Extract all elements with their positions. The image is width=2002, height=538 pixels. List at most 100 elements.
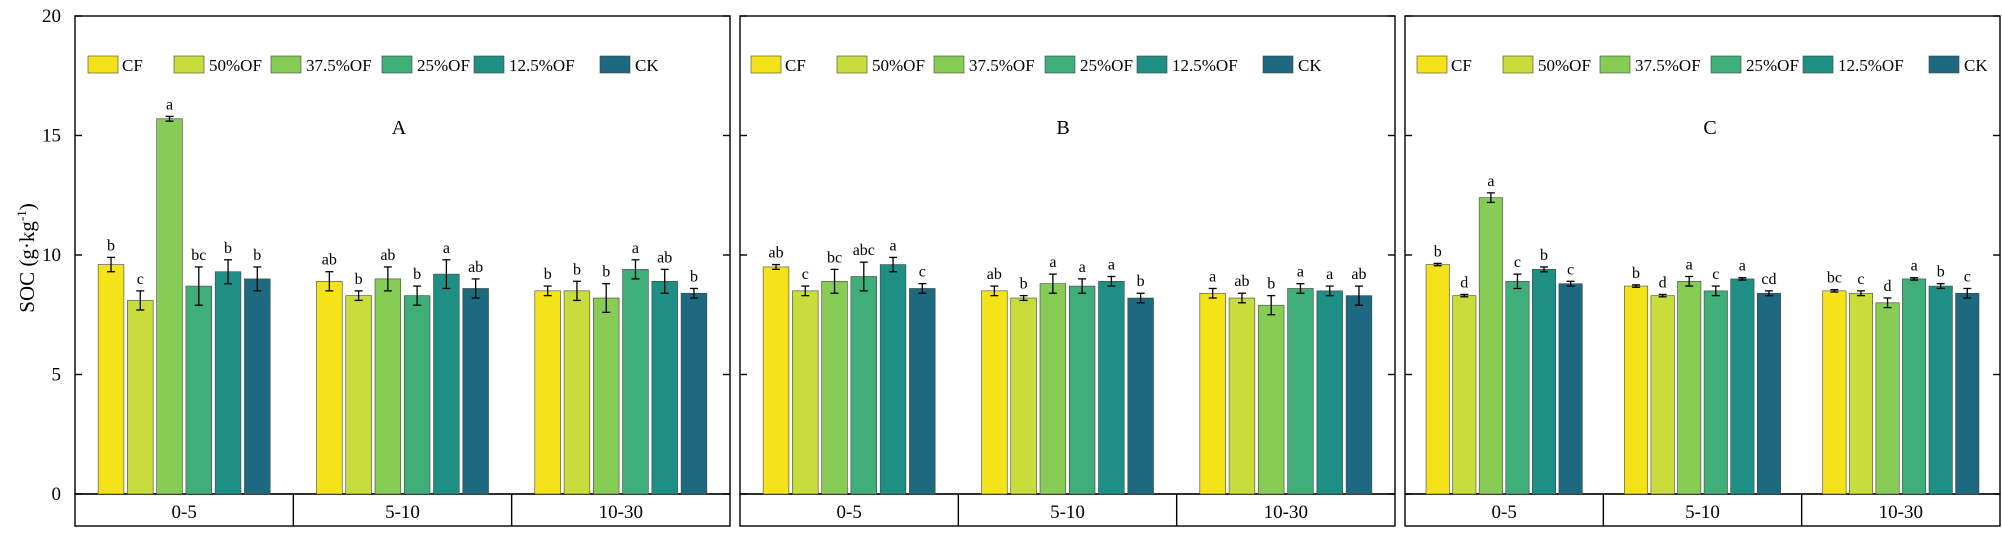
bar xyxy=(1478,197,1503,495)
significance-letter: b xyxy=(1540,247,1548,264)
bar xyxy=(1228,297,1256,495)
y-tick-label: 10 xyxy=(42,245,61,266)
legend-label: CK xyxy=(1298,56,1322,75)
category-strip xyxy=(739,493,1396,527)
y-tick-label: 0 xyxy=(52,484,62,505)
bar xyxy=(1345,295,1373,495)
legend-label: CK xyxy=(635,56,659,75)
bar xyxy=(821,280,848,495)
legend-swatch xyxy=(381,55,413,74)
y-tick-label: 15 xyxy=(42,126,61,147)
bar xyxy=(214,271,242,495)
significance-letter: a xyxy=(889,237,896,254)
significance-letter: b xyxy=(690,268,698,285)
significance-letter: d xyxy=(1659,274,1667,291)
significance-letter: b xyxy=(1137,273,1145,290)
significance-letter: c xyxy=(1567,261,1574,278)
bar xyxy=(1532,269,1557,495)
bar xyxy=(792,290,819,495)
x-tick-label: 10-30 xyxy=(1264,502,1308,523)
legend-label: 25%OF xyxy=(1746,56,1799,75)
bar xyxy=(1258,304,1285,495)
significance-letter: b xyxy=(413,266,421,283)
significance-letter: ab xyxy=(987,266,1002,283)
bar xyxy=(909,288,936,495)
x-tick-label: 0-5 xyxy=(837,502,862,523)
bar xyxy=(1316,290,1343,495)
bar xyxy=(1425,264,1450,495)
legend-label: 50%OF xyxy=(209,56,262,75)
significance-letter: abc xyxy=(853,242,875,259)
legend-label: CF xyxy=(785,56,806,75)
significance-letter: bc xyxy=(1827,270,1842,287)
legend-swatch xyxy=(1802,55,1834,74)
significance-letter: c xyxy=(137,271,144,288)
significance-letter: b xyxy=(602,264,610,281)
significance-letter: b xyxy=(544,266,552,283)
bar xyxy=(680,292,708,495)
panel-title: A xyxy=(392,117,407,139)
legend-swatch xyxy=(599,55,631,74)
bar xyxy=(622,269,649,495)
significance-letter: c xyxy=(1857,271,1864,288)
bar xyxy=(403,295,431,495)
bar xyxy=(762,266,790,495)
significance-letter: c xyxy=(802,266,809,283)
significance-letter: ab xyxy=(468,259,483,276)
significance-letter: a xyxy=(1297,264,1304,281)
legend-label: 12.5%OF xyxy=(1838,56,1904,75)
bar xyxy=(97,264,125,495)
panel-title: B xyxy=(1056,117,1069,139)
bar xyxy=(1039,283,1067,495)
bar xyxy=(850,276,877,495)
bar xyxy=(1098,280,1125,495)
significance-letter: cd xyxy=(1761,271,1776,288)
significance-letter: c xyxy=(1712,266,1719,283)
legend-swatch xyxy=(933,55,965,74)
significance-letter: bc xyxy=(827,249,842,266)
legend-label: 37.5%OF xyxy=(969,56,1035,75)
x-tick-label: 10-30 xyxy=(599,502,643,523)
bar xyxy=(651,280,678,495)
bar xyxy=(1875,302,1900,495)
significance-letter: c xyxy=(919,264,926,281)
bar xyxy=(1703,290,1728,495)
bar xyxy=(1199,292,1226,495)
y-tick-label: 20 xyxy=(42,6,61,27)
bar xyxy=(1902,278,1927,495)
legend-swatch xyxy=(1044,55,1076,74)
panel-title: C xyxy=(1703,117,1716,139)
bar xyxy=(1650,295,1675,495)
legend-swatch xyxy=(473,55,505,74)
legend-label: 12.5%OF xyxy=(1172,56,1238,75)
bar xyxy=(1068,285,1096,495)
significance-letter: a xyxy=(1049,254,1056,271)
bar xyxy=(316,280,343,495)
legend-swatch xyxy=(836,55,868,74)
x-tick-label: 0-5 xyxy=(172,502,197,523)
bar xyxy=(1677,280,1702,495)
bar xyxy=(433,273,460,495)
bar xyxy=(593,297,620,495)
bar xyxy=(1848,292,1873,495)
bar xyxy=(1287,288,1314,495)
legend-swatch xyxy=(1710,55,1742,74)
bar xyxy=(1955,292,1980,495)
significance-letter: a xyxy=(1487,173,1494,190)
legend-label: 50%OF xyxy=(1538,56,1591,75)
x-tick-label: 5-10 xyxy=(385,502,420,523)
significance-letter: b xyxy=(1632,265,1640,282)
legend-swatch xyxy=(270,55,302,74)
x-tick-label: 10-30 xyxy=(1879,502,1923,523)
significance-letter: a xyxy=(632,240,639,257)
significance-letter: b xyxy=(573,261,581,278)
legend-label: 25%OF xyxy=(417,56,470,75)
significance-letter: a xyxy=(1686,257,1693,274)
bar xyxy=(185,285,212,495)
significance-letter: a xyxy=(443,240,450,257)
significance-letter: b xyxy=(1937,264,1945,281)
legend-label: 37.5%OF xyxy=(306,56,372,75)
bar xyxy=(1452,295,1477,495)
x-tick-label: 5-10 xyxy=(1685,502,1720,523)
